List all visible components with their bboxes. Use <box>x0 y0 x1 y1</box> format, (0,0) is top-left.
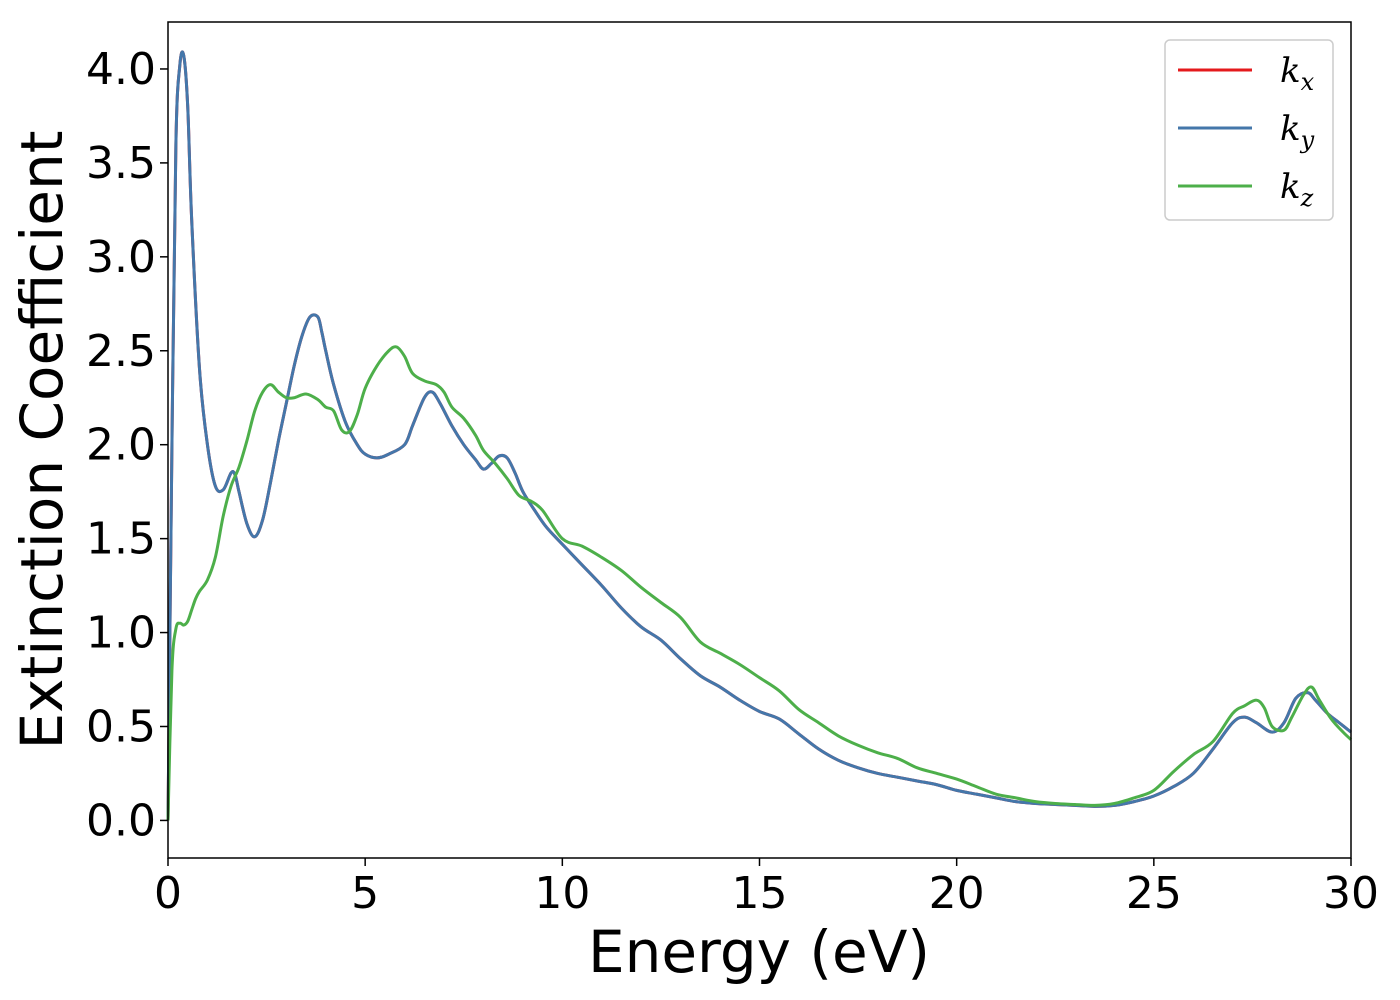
x-tick-label: 0 <box>154 868 182 919</box>
x-tick-label: 30 <box>1323 868 1379 919</box>
y-tick-label: 3.0 <box>86 232 156 283</box>
y-tick-label: 0.5 <box>86 701 156 752</box>
y-axis-label: Extinction Coefficient <box>8 131 76 750</box>
y-tick-label: 1.0 <box>86 608 156 659</box>
legend-label-subscript: y <box>1300 126 1315 154</box>
legend-box <box>1164 39 1334 221</box>
legend-label-kz: kz <box>1280 167 1314 212</box>
series-line-kz <box>166 345 1353 821</box>
y-tick-label: 3.5 <box>86 138 156 189</box>
x-tick-label: 25 <box>1126 868 1182 919</box>
legend-label-base: k <box>1280 109 1301 149</box>
legend-label-subscript: x <box>1301 68 1315 96</box>
legend-label-base: k <box>1280 167 1301 207</box>
y-tick-label: 4.0 <box>86 44 156 95</box>
y-tick-label: 0.0 <box>86 795 156 846</box>
x-axis-label: Energy (eV) <box>588 918 930 986</box>
legend-label-ky: ky <box>1280 109 1315 154</box>
y-axis-ticks: 0.0 0.5 1.0 1.5 2.0 2.5 3.0 3.5 4.0 <box>86 44 168 846</box>
x-tick-label: 5 <box>351 868 379 919</box>
legend-label-subscript: z <box>1300 184 1314 212</box>
legend-label-kx: kx <box>1280 51 1315 96</box>
x-axis-ticks: 0 5 10 15 20 25 30 <box>154 858 1379 919</box>
x-tick-label: 10 <box>534 868 590 919</box>
y-tick-label: 2.5 <box>86 326 156 377</box>
x-tick-label: 15 <box>732 868 788 919</box>
series-line-ky <box>166 50 1352 821</box>
y-tick-label: 1.5 <box>86 514 156 565</box>
plot-lines <box>166 50 1353 821</box>
legend-label-base: k <box>1280 51 1301 91</box>
y-tick-label: 2.0 <box>86 420 156 471</box>
x-tick-label: 20 <box>929 868 985 919</box>
